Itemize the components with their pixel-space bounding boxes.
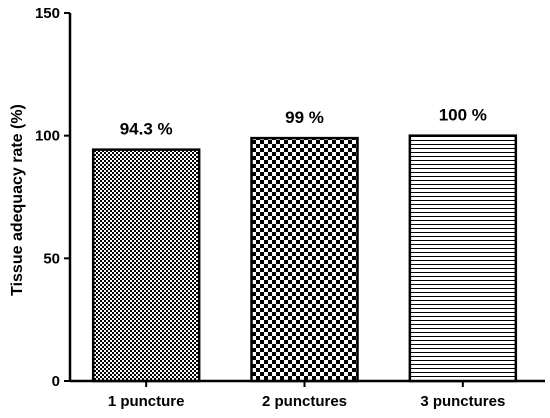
y-axis-title: Tissue adequacy rate (%) [9,104,26,296]
data-label: 94.3 % [120,120,173,139]
y-axis: 0 50 100 150 [35,5,72,390]
y-tick-label: 0 [52,373,60,390]
bar-1 [91,148,201,383]
bar-3 [408,134,518,383]
x-axis: 1 puncture 2 punctures 3 punctures [70,379,545,410]
y-tick-label: 100 [35,128,60,145]
bar-2 [250,136,359,383]
data-label: 100 % [439,106,487,125]
x-tick-label: 1 puncture [108,393,185,410]
x-tick-label: 3 punctures [420,393,505,410]
y-tick-label: 150 [35,5,60,22]
bars: 94.3 % 99 % 100 % [91,106,518,383]
data-label: 99 % [285,108,324,127]
y-tick-label: 50 [43,250,60,267]
x-tick-label: 2 punctures [262,393,347,410]
